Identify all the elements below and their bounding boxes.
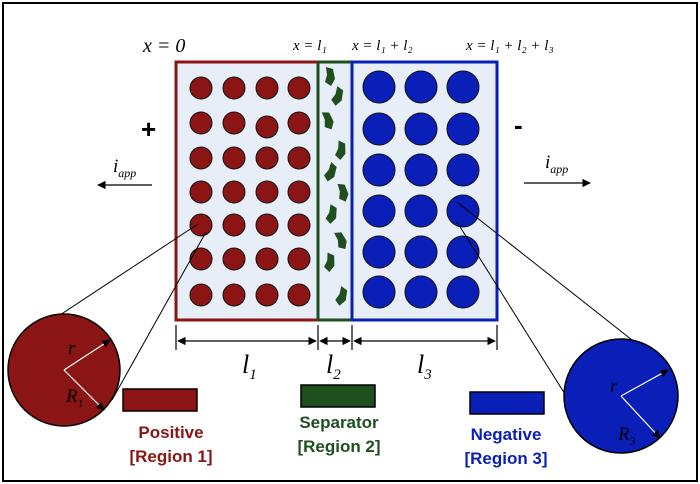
positive-particle bbox=[287, 283, 311, 307]
separator-flake bbox=[335, 286, 348, 306]
legend-negative-line1: Negative bbox=[471, 425, 542, 444]
length-label-l3: l3 bbox=[417, 350, 432, 383]
separator-flake bbox=[323, 162, 337, 182]
positive-particle bbox=[255, 76, 279, 100]
negative-terminal-sign: - bbox=[514, 110, 523, 140]
positive-R1-label: R1 bbox=[65, 386, 84, 410]
positive-particle bbox=[222, 283, 246, 307]
positive-particle bbox=[189, 247, 213, 271]
negative-particle bbox=[446, 70, 480, 104]
positive-particle bbox=[287, 111, 311, 135]
positive-particles bbox=[189, 76, 311, 307]
positive-particle bbox=[287, 213, 311, 237]
separator-flake bbox=[331, 86, 344, 106]
positive-particle bbox=[222, 146, 246, 170]
positive-particle bbox=[189, 146, 213, 170]
positive-particle bbox=[222, 213, 246, 237]
negative-particle bbox=[404, 70, 438, 104]
negative-particle bbox=[404, 194, 438, 228]
negative-particle bbox=[446, 112, 480, 146]
negative-particle bbox=[362, 153, 396, 187]
zoom-line-right-upper bbox=[456, 201, 661, 363]
boundary-label-x0: x = 0 bbox=[142, 35, 185, 57]
positive-r-label: r bbox=[68, 338, 76, 359]
dimension-lines bbox=[175, 325, 498, 350]
negative-particle bbox=[404, 153, 438, 187]
positive-particle bbox=[222, 180, 246, 204]
positive-particle bbox=[287, 146, 311, 170]
current-label-right: iapp bbox=[545, 152, 568, 176]
zoom-line-left-lower bbox=[111, 231, 207, 401]
negative-R3-label: R3 bbox=[617, 424, 636, 448]
positive-particle bbox=[287, 247, 311, 271]
current-label-left: iapp bbox=[113, 156, 136, 180]
legend-swatch-negative bbox=[469, 391, 545, 415]
positive-particle bbox=[255, 180, 279, 204]
positive-particle bbox=[189, 180, 213, 204]
negative-particle bbox=[362, 194, 396, 228]
positive-radius-arrow bbox=[63, 339, 111, 371]
positive-particle bbox=[255, 247, 279, 271]
length-label-l1: l1 bbox=[242, 350, 257, 383]
legend-swatch-separator bbox=[300, 384, 376, 408]
positive-particle bbox=[255, 283, 279, 307]
boundary-label-x1: x = l₁ bbox=[292, 38, 327, 54]
negative-particles bbox=[362, 70, 480, 309]
positive-particle bbox=[287, 180, 311, 204]
negative-particle bbox=[362, 112, 396, 146]
positive-particle bbox=[189, 213, 213, 237]
separator-flake bbox=[325, 204, 337, 224]
separator-flakes bbox=[321, 67, 349, 306]
negative-particle bbox=[446, 275, 480, 309]
positive-particle bbox=[255, 213, 279, 237]
positive-R-arrow bbox=[63, 369, 105, 411]
legend-separator-line2: [Region 2] bbox=[297, 437, 380, 456]
negative-R-arrow bbox=[620, 395, 661, 439]
legend-positive-line1: Positive bbox=[138, 423, 203, 442]
positive-particle bbox=[222, 247, 246, 271]
positive-particle bbox=[255, 115, 279, 139]
negative-particle bbox=[404, 112, 438, 146]
negative-particle bbox=[446, 194, 480, 228]
negative-r-label: r bbox=[610, 376, 618, 397]
separator-flake bbox=[325, 67, 335, 86]
legend-negative-line2: [Region 3] bbox=[464, 449, 547, 468]
positive-terminal-sign: + bbox=[141, 114, 156, 144]
negative-particle bbox=[404, 235, 438, 269]
separator-flake bbox=[321, 112, 334, 130]
positive-particle bbox=[287, 76, 311, 100]
negative-radius-arrow bbox=[620, 369, 669, 397]
negative-particle bbox=[446, 153, 480, 187]
legend-separator-line1: Separator bbox=[299, 413, 379, 432]
positive-particle bbox=[189, 76, 213, 100]
positive-particle bbox=[222, 76, 246, 100]
positive-particle bbox=[255, 146, 279, 170]
positive-particle bbox=[222, 111, 246, 135]
negative-particle bbox=[362, 235, 396, 269]
negative-particle bbox=[362, 70, 396, 104]
legend-positive-line2: [Region 1] bbox=[129, 447, 212, 466]
negative-particle bbox=[404, 275, 438, 309]
separator-flake bbox=[335, 140, 346, 161]
separator-flake bbox=[334, 232, 347, 250]
positive-particle bbox=[189, 111, 213, 135]
positive-particle bbox=[189, 283, 213, 307]
legend-swatch-positive bbox=[122, 388, 198, 412]
zoom-line-right-lower bbox=[456, 221, 581, 419]
separator-flake bbox=[337, 183, 349, 202]
boundary-label-x2: x = l₁ + l₂ bbox=[351, 38, 413, 54]
negative-particle bbox=[446, 235, 480, 269]
negative-particle bbox=[362, 275, 396, 309]
separator-flake bbox=[324, 252, 335, 273]
boundary-label-x3: x = l₁ + l₂ + l₃ bbox=[465, 38, 554, 54]
length-label-l2: l2 bbox=[326, 350, 341, 383]
